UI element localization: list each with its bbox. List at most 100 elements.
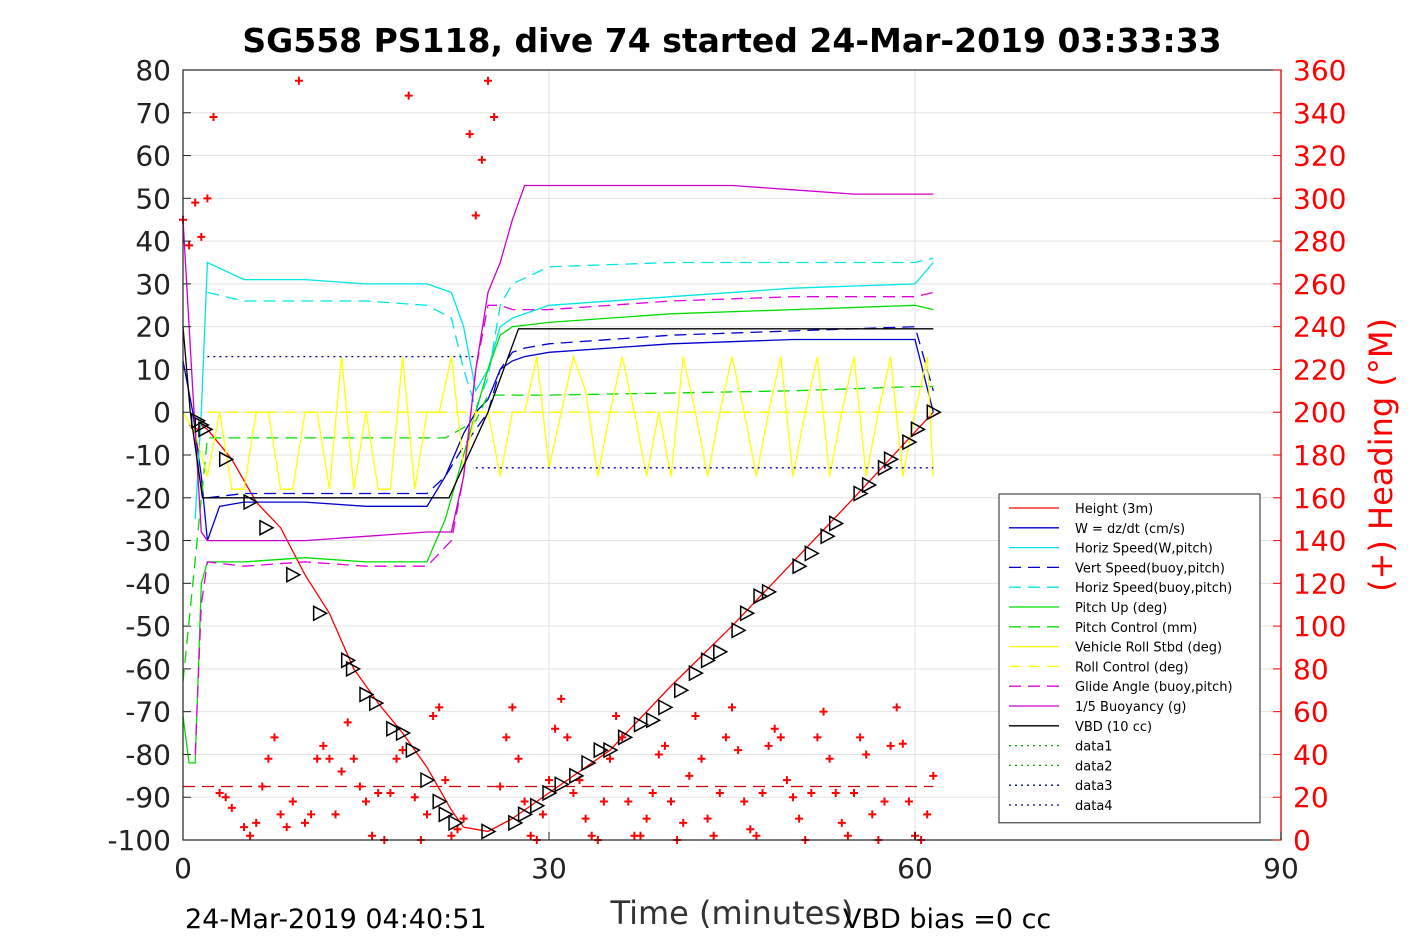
profile-marker	[753, 587, 769, 605]
heading-point	[337, 767, 346, 776]
profile-marker	[345, 660, 362, 678]
heading-point	[240, 823, 248, 832]
legend-label: Vehicle Roll Stbd (deg)	[1075, 641, 1222, 656]
series-line-2	[194, 261, 934, 520]
profile-marker	[420, 771, 436, 789]
profile-marker	[359, 686, 375, 703]
heading-point	[618, 733, 627, 742]
y-tick-label: 20	[135, 311, 171, 344]
y2-tick-label: 260	[1293, 268, 1346, 301]
y2-tick-label: 100	[1293, 610, 1346, 643]
heading-point	[355, 782, 364, 791]
heading-point	[734, 746, 743, 755]
y-tick-label: -30	[125, 525, 171, 558]
y2-axis-ticks: 3603403203002802602402202001801601401201…	[1273, 54, 1346, 857]
legend-label: Height (3m)	[1075, 502, 1153, 517]
series-line-6	[182, 385, 934, 682]
heading-point	[252, 818, 261, 827]
profile-marker	[828, 515, 845, 532]
footer-vbd-bias: VBD bias =0 cc	[843, 904, 1051, 935]
heading-point	[752, 831, 761, 840]
y-tick-label: 80	[135, 54, 171, 87]
heading-point	[782, 776, 791, 785]
y-tick-label: 40	[135, 225, 171, 258]
heading-point	[825, 754, 834, 763]
profile-marker	[218, 451, 235, 468]
heading-point	[862, 750, 871, 759]
profile-marker	[761, 583, 778, 601]
heading-point	[374, 788, 383, 797]
profile-marker	[700, 652, 717, 669]
heading-point	[831, 788, 840, 797]
y2-tick-label: 200	[1293, 396, 1346, 429]
heading-point	[843, 831, 852, 840]
profile-marker	[883, 451, 900, 468]
y-tick-label: 60	[135, 140, 171, 173]
y2-axis-label: (+) Heading (°M)	[1362, 318, 1400, 592]
heading-point	[929, 771, 938, 780]
heading-point	[386, 788, 395, 797]
heading-point	[923, 810, 932, 819]
y-tick-label: -50	[125, 610, 171, 643]
heading-point	[551, 724, 560, 733]
heading-point	[221, 793, 230, 802]
heading-point	[471, 211, 480, 220]
heading-point	[850, 788, 858, 797]
heading-point	[484, 76, 492, 85]
heading-point	[898, 739, 907, 748]
heading-point	[514, 754, 523, 763]
y2-tick-label: 180	[1293, 439, 1346, 472]
heading-point	[606, 754, 614, 763]
legend-label: W = dz/dt (cm/s)	[1075, 522, 1185, 537]
heading-point	[813, 733, 822, 742]
heading-point	[362, 797, 370, 806]
profile-markers	[190, 403, 942, 840]
y-tick-label: 0	[153, 396, 171, 429]
heading-point	[856, 733, 865, 742]
y-tick-label: 30	[135, 268, 171, 301]
profile-marker	[340, 652, 357, 669]
profile-marker	[633, 716, 650, 733]
heading-point	[697, 754, 706, 763]
heading-point	[313, 754, 322, 763]
series-lines	[182, 184, 934, 833]
heading-point	[368, 831, 377, 840]
legend: Height (3m) W = dz/dt (cm/s) Horiz Speed(W…	[998, 493, 1261, 824]
heading-point	[868, 810, 877, 819]
heading-point	[246, 831, 255, 840]
footer-timestamp: 24-Mar-2019 04:40:51	[185, 904, 487, 935]
y2-tick-label: 280	[1293, 225, 1346, 258]
heading-point	[301, 818, 309, 827]
heading-point	[599, 797, 608, 806]
heading-point	[288, 797, 297, 806]
heading-point	[819, 707, 828, 716]
heading-point	[807, 788, 816, 797]
heading-point	[746, 825, 755, 834]
heading-point	[776, 733, 785, 742]
profile-marker	[530, 797, 546, 815]
heading-point	[563, 733, 572, 742]
heading-point	[258, 782, 267, 791]
profile-marker	[481, 823, 497, 840]
profile-marker	[243, 493, 259, 511]
heading-point	[886, 741, 895, 750]
legend-label: VBD (10 cc)	[1075, 720, 1152, 735]
heading-point	[429, 711, 438, 720]
x-axis-ticks: 0 30 60 90	[174, 832, 1299, 885]
heading-point	[715, 788, 724, 797]
heading-point	[331, 810, 340, 819]
legend-label: data2	[1075, 759, 1113, 774]
legend-label: Horiz Speed(buoy,pitch)	[1075, 581, 1232, 596]
chart-title: SG558 PS118, dive 74 started 24-Mar-2019…	[242, 21, 1221, 60]
series-line-1	[182, 338, 934, 541]
profile-marker	[853, 485, 869, 502]
profile-marker	[312, 605, 329, 622]
heading-point	[569, 788, 578, 797]
heading-point	[270, 733, 279, 742]
series-line-11	[182, 326, 934, 499]
heading-point	[423, 810, 431, 819]
profile-marker	[432, 793, 448, 810]
y2-tick-label: 40	[1293, 738, 1329, 771]
profile-marker	[713, 643, 729, 661]
y-tick-label: -100	[107, 824, 171, 857]
